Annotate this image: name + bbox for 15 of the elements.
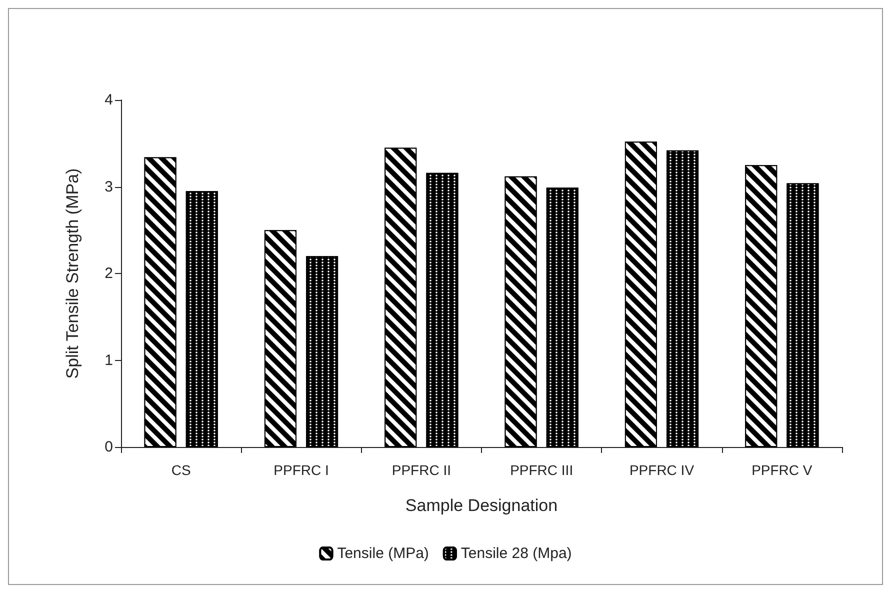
y-tick-label: 4: [104, 92, 113, 108]
y-tick-label: 1: [104, 352, 113, 369]
x-axis-title: Sample Designation: [405, 496, 558, 515]
y-tick-label: 0: [104, 438, 113, 456]
x-tick-label: PPFRC II: [392, 462, 451, 478]
legend-label: Tensile (MPa): [337, 545, 429, 562]
x-tick-label: PPFRC I: [274, 462, 329, 478]
y-axis-title: Split Tensile Strength (MPa): [63, 168, 82, 379]
legend-label: Tensile 28 (Mpa): [460, 545, 572, 562]
x-tick-label: PPFRC III: [510, 462, 574, 478]
x-tick-label: CS: [171, 462, 191, 478]
y-tick-label: 3: [104, 178, 113, 196]
y-tick-label: 2: [104, 265, 113, 282]
x-tick-label: PPFRC V: [752, 462, 813, 478]
x-tick-label: PPFRC IV: [629, 462, 695, 478]
